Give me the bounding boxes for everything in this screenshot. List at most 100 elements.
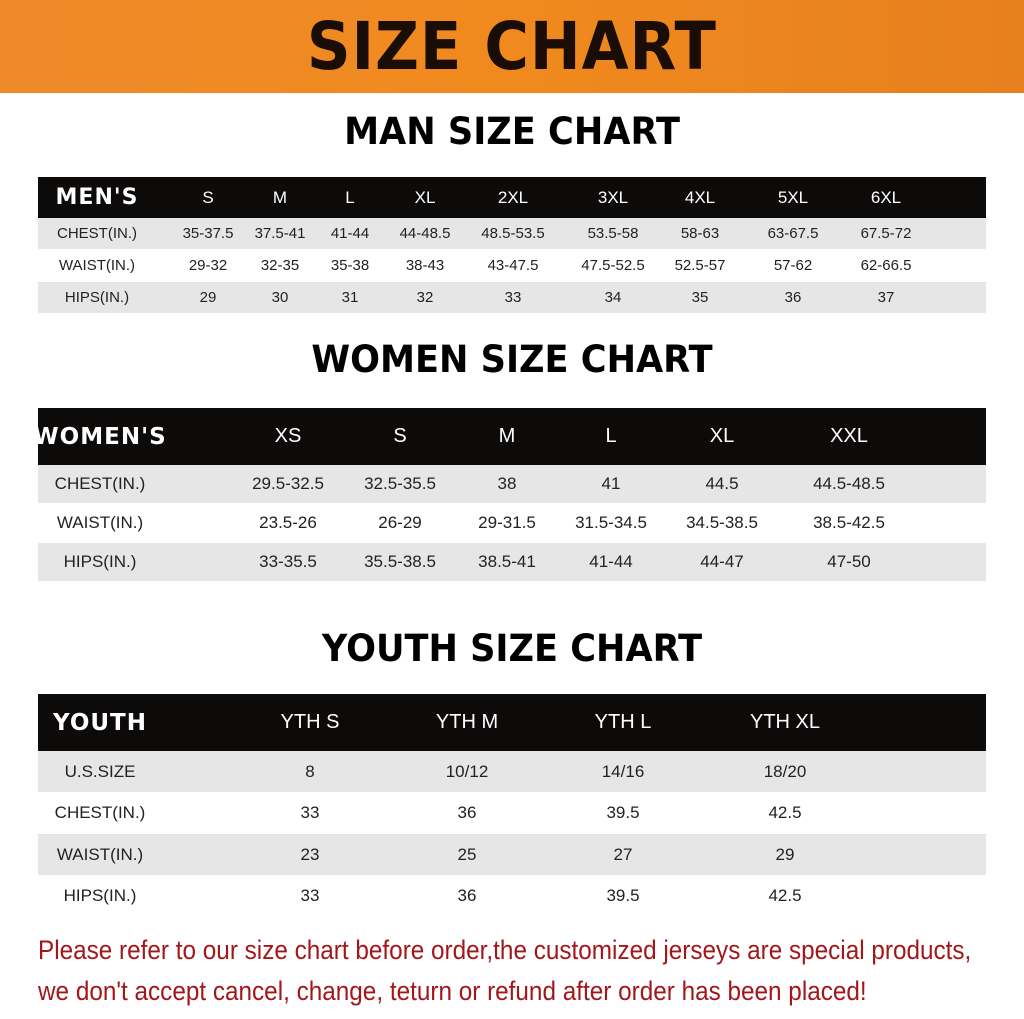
size-header-cell: S	[202, 187, 214, 207]
measurement-cell: 41-44	[589, 552, 633, 571]
measurement-cell: 38-43	[405, 257, 445, 274]
row-label: HIPS(IN.)	[63, 552, 137, 571]
measurement-cell: 48.5-53.5	[481, 225, 545, 242]
measurement-cell: 47-50	[827, 552, 871, 571]
measurement-cell: 44.5-48.5	[813, 474, 885, 493]
table-title-cell: MEN'S	[55, 185, 139, 210]
notice-line-2: we don't accept cancel, change, teturn o…	[38, 976, 867, 1006]
measurement-cell: 38	[497, 474, 517, 493]
youth-section-title: YOUTH SIZE CHART	[321, 627, 703, 670]
measurement-cell: 38.5-42.5	[813, 513, 885, 532]
measurement-cell: 30	[271, 289, 289, 306]
size-header-cell: S	[393, 425, 407, 447]
measurement-cell: 29-32	[188, 257, 228, 274]
size-header-cell: XL	[414, 187, 436, 207]
measurement-cell: 33	[504, 289, 522, 306]
row-label: U.S.SIZE	[64, 761, 136, 781]
measurement-cell: 14/16	[601, 761, 645, 781]
size-header-cell: XL	[709, 425, 735, 447]
measurement-cell: 31.5-34.5	[575, 513, 647, 532]
measurement-cell: 47.5-52.5	[581, 257, 645, 274]
youth-header-row: YOUTH YTH S YTH M YTH L YTH XL	[38, 694, 986, 751]
measurement-cell: 39.5	[606, 803, 640, 822]
measurement-cell: 27	[613, 844, 633, 864]
table-row: WAIST(IN.) 23 25 27 29	[38, 834, 986, 875]
measurement-cell: 36	[784, 289, 802, 306]
measurement-cell: 57-62	[773, 257, 813, 274]
measurement-cell: 10/12	[445, 761, 489, 781]
row-label: CHEST(IN.)	[57, 225, 137, 242]
measurement-cell: 8	[305, 761, 315, 781]
women-section-title: WOMEN SIZE CHART	[311, 338, 713, 381]
measurement-cell: 39.5	[606, 886, 640, 905]
measurement-cell: 25	[457, 844, 477, 864]
measurement-cell: 23	[300, 844, 320, 864]
row-label: HIPS(IN.)	[63, 886, 137, 905]
measurement-cell: 32.5-35.5	[364, 474, 436, 493]
table-row: HIPS(IN.) 33 36 39.5 42.5	[38, 876, 986, 916]
measurement-cell: 37.5-41	[254, 225, 306, 242]
measurement-cell: 36	[457, 886, 477, 905]
measurement-cell: 32	[416, 289, 434, 306]
women-header-row: WOMEN'S XS S M L XL XXL	[33, 408, 986, 465]
row-label: CHEST(IN.)	[54, 474, 146, 493]
table-row: CHEST(IN.) 33 36 39.5 42.5	[38, 793, 986, 833]
size-header-cell: XXL	[830, 425, 868, 447]
size-header-cell: YTH XL	[749, 711, 821, 733]
men-header-row: MEN'S S M L XL 2XL 3XL 4XL 5XL 6XL	[38, 177, 986, 218]
measurement-cell: 41-44	[330, 225, 370, 242]
measurement-cell: 38.5-41	[478, 552, 536, 571]
table-row: WAIST(IN.) 29-32 32-35 35-38 38-43 43-47.5 47.…	[38, 250, 986, 281]
measurement-cell: 29	[199, 289, 217, 306]
table-row: U.S.SIZE 8 10/12 14/16 18/20	[38, 751, 986, 792]
measurement-cell: 29.5-32.5	[252, 474, 324, 493]
size-header-cell: M	[498, 425, 516, 447]
measurement-cell: 35-38	[330, 257, 370, 274]
size-header-cell: M	[272, 187, 288, 207]
table-row: CHEST(IN.) 35-37.5 37.5-41 41-44 44-48.5 48.5…	[38, 218, 986, 249]
measurement-cell: 35-37.5	[182, 225, 234, 242]
measurement-cell: 18/20	[763, 761, 807, 781]
measurement-cell: 53.5-58	[587, 225, 639, 242]
measurement-cell: 37	[877, 289, 895, 306]
size-header-cell: 2XL	[497, 187, 529, 207]
measurement-cell: 36	[457, 803, 477, 822]
size-header-cell: 6XL	[870, 187, 902, 207]
measurement-cell: 31	[341, 289, 359, 306]
size-header-cell: 3XL	[597, 187, 629, 207]
measurement-cell: 63-67.5	[767, 225, 819, 242]
row-label: WAIST(IN.)	[56, 844, 144, 864]
measurement-cell: 32-35	[260, 257, 300, 274]
size-header-cell: YTH L	[594, 711, 652, 733]
table-row: HIPS(IN.) 33-35.5 35.5-38.5 38.5-41 41-44 44-…	[38, 543, 986, 581]
row-label: WAIST(IN.)	[58, 257, 136, 274]
measurement-cell: 42.5	[768, 803, 802, 822]
table-title-cell: YOUTH	[52, 709, 148, 736]
measurement-cell: 33-35.5	[259, 552, 317, 571]
size-header-cell: YTH S	[280, 711, 340, 733]
measurement-cell: 34	[604, 289, 622, 306]
measurement-cell: 58-63	[680, 225, 720, 242]
title-banner: SIZE CHART	[0, 0, 1024, 93]
measurement-cell: 33	[300, 886, 320, 905]
measurement-cell: 43-47.5	[487, 257, 539, 274]
table-row: WAIST(IN.) 23.5-26 26-29 29-31.5 31.5-34.5 34…	[38, 504, 986, 542]
measurement-cell: 29-31.5	[478, 513, 536, 532]
measurement-cell: 26-29	[378, 513, 422, 532]
measurement-cell: 44-48.5	[399, 225, 451, 242]
row-label: CHEST(IN.)	[54, 803, 146, 822]
measurement-cell: 33	[300, 803, 320, 822]
measurement-cell: 23.5-26	[259, 513, 317, 532]
measurement-cell: 44-47	[700, 552, 744, 571]
men-section-title: MAN SIZE CHART	[344, 110, 680, 153]
notice-line-1: Please refer to our size chart before or…	[38, 935, 972, 965]
measurement-cell: 67.5-72	[860, 225, 912, 242]
size-header-cell: 4XL	[684, 187, 716, 207]
size-header-cell: L	[605, 425, 617, 447]
measurement-cell: 35.5-38.5	[364, 552, 436, 571]
measurement-cell: 42.5	[768, 886, 802, 905]
size-header-cell: 5XL	[777, 187, 809, 207]
table-title-cell: WOMEN'S	[33, 423, 167, 450]
measurement-cell: 52.5-57	[674, 257, 726, 274]
page-title: SIZE CHART	[306, 8, 717, 85]
